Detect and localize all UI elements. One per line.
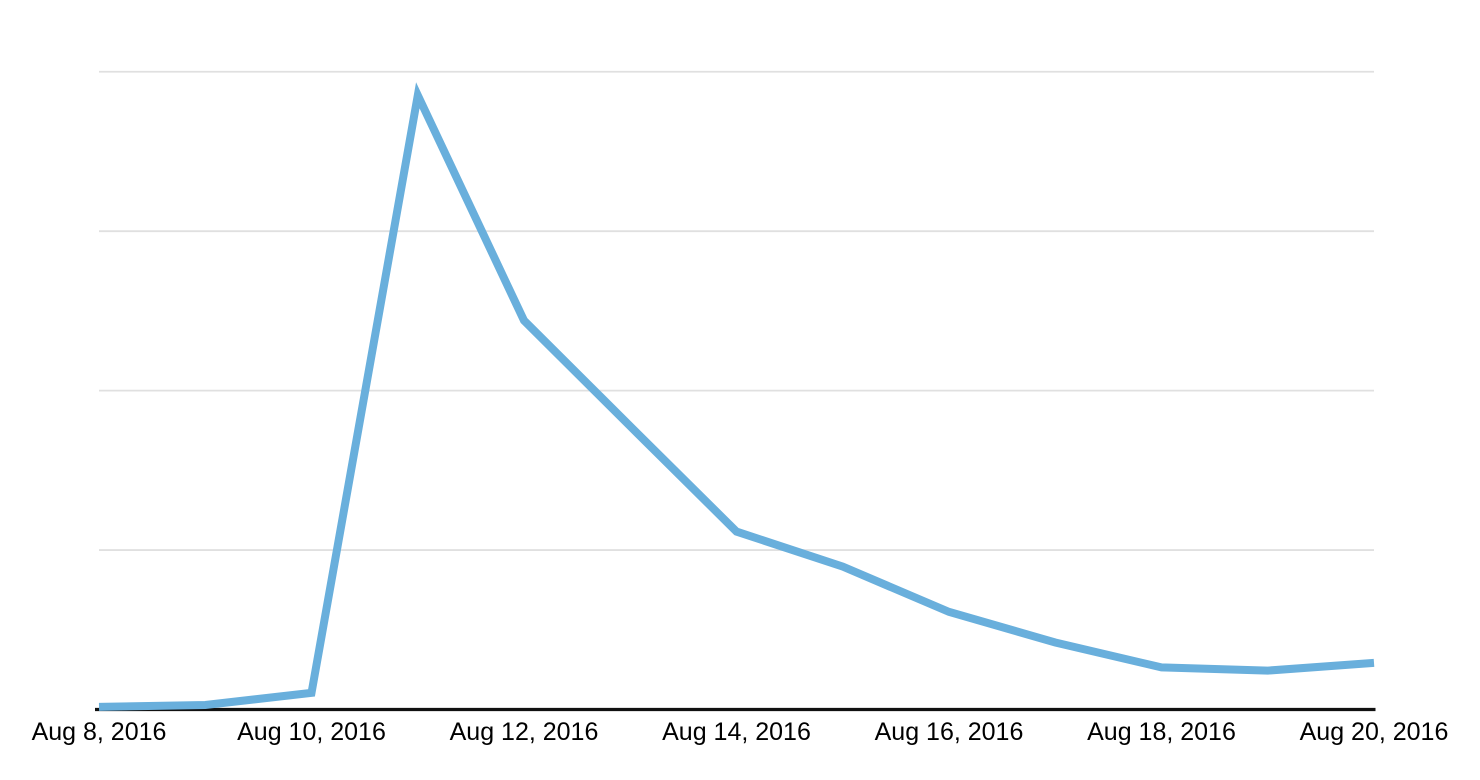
trend-line [98,82,1375,711]
